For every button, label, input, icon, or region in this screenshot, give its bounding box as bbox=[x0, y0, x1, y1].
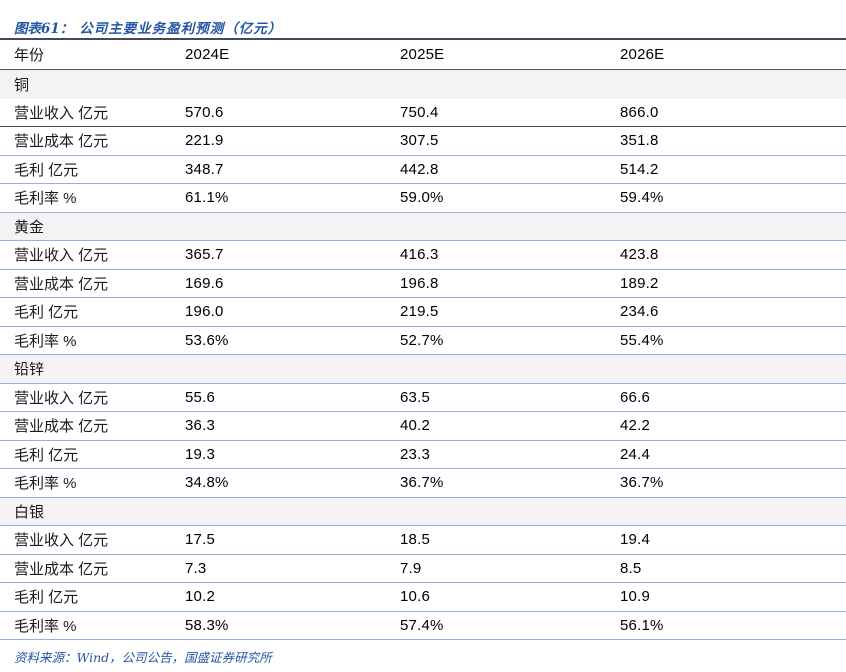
cell-2026e: 55.4% bbox=[620, 331, 664, 349]
row-label: 毛利率 % bbox=[14, 617, 77, 635]
table-row: 毛利率 % 58.3% 57.4% 56.1% bbox=[0, 612, 846, 640]
column-header-2024e: 2024E bbox=[185, 46, 230, 63]
cell-2024e: 55.6 bbox=[185, 388, 215, 406]
section-row-lead-zinc: 铅锌 bbox=[0, 355, 846, 384]
forecast-table: 年份 2024E 2025E 2026E 铜 营业收入 亿元 570.6 750… bbox=[0, 40, 846, 640]
table-row: 营业成本 亿元 7.3 7.9 8.5 bbox=[0, 555, 846, 583]
cell-2024e: 53.6% bbox=[185, 331, 229, 349]
cell-2025e: 10.6 bbox=[400, 588, 430, 606]
row-label: 毛利 亿元 bbox=[14, 304, 79, 322]
cell-2024e: 36.3 bbox=[185, 417, 215, 435]
column-header-year: 年份 bbox=[14, 47, 45, 64]
table-row: 毛利 亿元 19.3 23.3 24.4 bbox=[0, 441, 846, 469]
cell-2026e: 189.2 bbox=[620, 274, 659, 292]
cell-2025e: 40.2 bbox=[400, 417, 430, 435]
cell-2025e: 18.5 bbox=[400, 531, 430, 549]
cell-2024e: 61.1% bbox=[185, 189, 229, 207]
cell-2026e: 351.8 bbox=[620, 132, 659, 150]
table-row: 毛利 亿元 348.7 442.8 514.2 bbox=[0, 156, 846, 184]
cell-2024e: 34.8% bbox=[185, 474, 229, 492]
table-title: 图表61： 公司主要业务盈利预测（亿元） bbox=[0, 0, 846, 40]
cell-2024e: 17.5 bbox=[185, 531, 215, 549]
cell-2024e: 7.3 bbox=[185, 559, 207, 577]
exhibit-number: 图表61： bbox=[14, 21, 74, 37]
cell-2025e: 36.7% bbox=[400, 474, 444, 492]
exhibit-title-text: 公司主要业务盈利预测（亿元） bbox=[79, 21, 283, 37]
table-row: 营业收入 亿元 570.6 750.4 866.0 bbox=[0, 99, 846, 127]
row-label: 营业成本 亿元 bbox=[14, 560, 109, 578]
row-label: 营业收入 亿元 bbox=[14, 247, 109, 265]
cell-2024e: 19.3 bbox=[185, 445, 215, 463]
row-label: 营业收入 亿元 bbox=[14, 532, 109, 550]
cell-2025e: 23.3 bbox=[400, 445, 430, 463]
cell-2025e: 196.8 bbox=[400, 274, 439, 292]
cell-2026e: 423.8 bbox=[620, 246, 659, 264]
cell-2025e: 750.4 bbox=[400, 103, 439, 121]
row-label: 营业成本 亿元 bbox=[14, 418, 109, 436]
section-label: 铜 bbox=[14, 76, 30, 94]
row-label: 营业收入 亿元 bbox=[14, 104, 109, 122]
table-row: 营业成本 亿元 221.9 307.5 351.8 bbox=[0, 127, 846, 156]
cell-2026e: 56.1% bbox=[620, 616, 664, 634]
section-label: 黄金 bbox=[14, 218, 45, 236]
row-label: 毛利率 % bbox=[14, 475, 77, 493]
section-row-copper: 铜 bbox=[0, 70, 846, 99]
cell-2026e: 19.4 bbox=[620, 531, 650, 549]
cell-2025e: 219.5 bbox=[400, 303, 439, 321]
section-label: 白银 bbox=[14, 503, 45, 521]
table-row: 营业收入 亿元 17.5 18.5 19.4 bbox=[0, 526, 846, 555]
cell-2025e: 307.5 bbox=[400, 132, 439, 150]
section-row-silver: 白银 bbox=[0, 497, 846, 526]
row-label: 毛利 亿元 bbox=[14, 446, 79, 464]
table-row: 营业收入 亿元 55.6 63.5 66.6 bbox=[0, 384, 846, 412]
section-label: 铅锌 bbox=[14, 361, 45, 379]
table-row: 毛利率 % 61.1% 59.0% 59.4% bbox=[0, 184, 846, 213]
cell-2024e: 570.6 bbox=[185, 103, 224, 121]
table-row: 毛利率 % 53.6% 52.7% 55.4% bbox=[0, 327, 846, 355]
row-label: 营业成本 亿元 bbox=[14, 133, 109, 151]
section-row-gold: 黄金 bbox=[0, 212, 846, 241]
cell-2025e: 52.7% bbox=[400, 331, 444, 349]
cell-2024e: 58.3% bbox=[185, 616, 229, 634]
cell-2024e: 196.0 bbox=[185, 303, 224, 321]
cell-2026e: 66.6 bbox=[620, 388, 650, 406]
cell-2025e: 59.0% bbox=[400, 189, 444, 207]
cell-2025e: 7.9 bbox=[400, 559, 422, 577]
table-row: 毛利 亿元 196.0 219.5 234.6 bbox=[0, 298, 846, 327]
cell-2025e: 57.4% bbox=[400, 616, 444, 634]
cell-2026e: 514.2 bbox=[620, 160, 659, 178]
cell-2024e: 348.7 bbox=[185, 160, 224, 178]
cell-2024e: 221.9 bbox=[185, 132, 224, 150]
cell-2026e: 8.5 bbox=[620, 559, 642, 577]
row-label: 毛利率 % bbox=[14, 190, 77, 208]
cell-2026e: 42.2 bbox=[620, 417, 650, 435]
cell-2025e: 442.8 bbox=[400, 160, 439, 178]
source-note: 资料来源：Wind，公司公告，国盛证券研究所 bbox=[14, 650, 272, 665]
cell-2026e: 234.6 bbox=[620, 303, 659, 321]
cell-2024e: 365.7 bbox=[185, 246, 224, 264]
row-label: 毛利率 % bbox=[14, 332, 77, 350]
table-row: 毛利率 % 34.8% 36.7% 36.7% bbox=[0, 469, 846, 498]
row-label: 营业收入 亿元 bbox=[14, 389, 109, 407]
cell-2026e: 36.7% bbox=[620, 474, 664, 492]
row-label: 营业成本 亿元 bbox=[14, 275, 109, 293]
cell-2025e: 63.5 bbox=[400, 388, 430, 406]
cell-2026e: 24.4 bbox=[620, 445, 650, 463]
row-label: 毛利 亿元 bbox=[14, 161, 79, 179]
table-row: 营业收入 亿元 365.7 416.3 423.8 bbox=[0, 241, 846, 270]
cell-2026e: 866.0 bbox=[620, 103, 659, 121]
cell-2024e: 169.6 bbox=[185, 274, 224, 292]
cell-2025e: 416.3 bbox=[400, 246, 439, 264]
row-label: 毛利 亿元 bbox=[14, 589, 79, 607]
cell-2024e: 10.2 bbox=[185, 588, 215, 606]
table-row: 毛利 亿元 10.2 10.6 10.9 bbox=[0, 583, 846, 612]
column-header-2026e: 2026E bbox=[620, 46, 665, 63]
table-row: 营业成本 亿元 169.6 196.8 189.2 bbox=[0, 270, 846, 298]
column-header-2025e: 2025E bbox=[400, 46, 445, 63]
table-row: 营业成本 亿元 36.3 40.2 42.2 bbox=[0, 412, 846, 441]
cell-2026e: 59.4% bbox=[620, 189, 664, 207]
table-header-row: 年份 2024E 2025E 2026E bbox=[0, 40, 846, 70]
cell-2026e: 10.9 bbox=[620, 588, 650, 606]
